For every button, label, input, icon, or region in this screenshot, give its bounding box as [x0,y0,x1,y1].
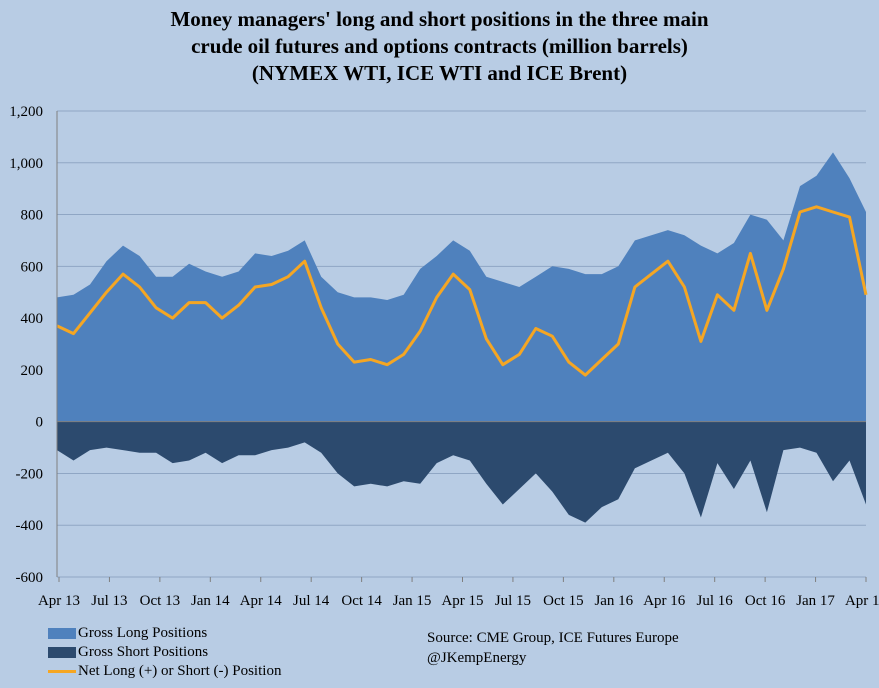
legend-label-gross-short: Gross Short Positions [78,644,209,660]
y-tick-label: -400 [16,518,44,534]
legend-item-gross-short: Gross Short Positions [48,643,281,662]
source-line: Source: CME Group, ICE Futures Europe [427,630,679,646]
legend-swatch-net-position [48,670,76,673]
net-position-line-group [56,205,868,377]
x-tick-label: Apr 17 [845,593,879,609]
chart-title: Money managers' long and short positions… [0,6,879,87]
legend-label-net-position: Net Long (+) or Short (-) Position [78,663,282,679]
y-tick-label: 1,200 [9,104,43,120]
gross-short-area [57,421,866,523]
gross-long-area-group [57,152,866,422]
gross-short-area-group [57,421,866,523]
x-tick-labels: Apr 13 Jul 13 Oct 13 Jan 14 Apr 14 Jul 14 Oct … [38,577,879,609]
source-handle: @JKempEnergy [427,650,527,666]
y-tick-label: 0 [36,415,44,431]
x-tick-label: Jul 16 [697,593,734,609]
x-tick-label: Apr 16 [643,593,686,609]
chart-title-line-1: Money managers' long and short positions… [170,7,709,31]
x-tick-label: Jul 15 [495,593,531,609]
x-tick-label: Jul 14 [293,593,330,609]
y-tick-label: 200 [21,363,44,379]
chart-title-line-3: (NYMEX WTI, ICE WTI and ICE Brent) [251,61,628,85]
x-tick-label: Jan 16 [594,593,633,609]
x-tick-label: Oct 16 [745,593,786,609]
x-tick-label: Apr 14 [240,593,283,609]
y-tick-label: 800 [21,208,44,224]
y-tick-label: -200 [16,466,44,482]
legend-item-net-position: Net Long (+) or Short (-) Position [48,662,281,681]
axes [56,111,866,577]
x-tick-label: Jan 15 [393,593,432,609]
y-tick-label: -600 [16,570,44,586]
legend-label-gross-long: Gross Long Positions [78,625,208,641]
x-tick-label: Jan 14 [191,593,230,609]
x-tick-label: Jan 17 [796,593,835,609]
x-tick-label: Oct 13 [140,593,180,609]
x-tick-label: Jul 13 [91,593,127,609]
y-tick-label: 400 [21,311,44,327]
legend-item-gross-long: Gross Long Positions [48,624,281,643]
legend-swatch-gross-long [48,628,76,639]
y-tick-label: 1,000 [9,156,43,172]
gross-long-area [57,152,866,422]
x-tick-label: Apr 13 [38,593,80,609]
x-tick-label: Apr 15 [441,593,483,609]
y-tick-label: 600 [21,259,44,275]
x-tick-label: Oct 14 [341,593,382,609]
y-tick-labels: -600 -400 -200 0 200 400 600 800 1,000 1,200 [9,104,43,586]
chart-title-line-2: crude oil futures and options contracts … [191,34,688,58]
x-tick-label: Oct 15 [543,593,583,609]
source-note: Source: CME Group, ICE Futures Europe @J… [427,628,679,668]
legend: Gross Long Positions Gross Short Positio… [48,624,281,681]
legend-swatch-gross-short [48,647,76,658]
net-position-line [56,205,868,377]
